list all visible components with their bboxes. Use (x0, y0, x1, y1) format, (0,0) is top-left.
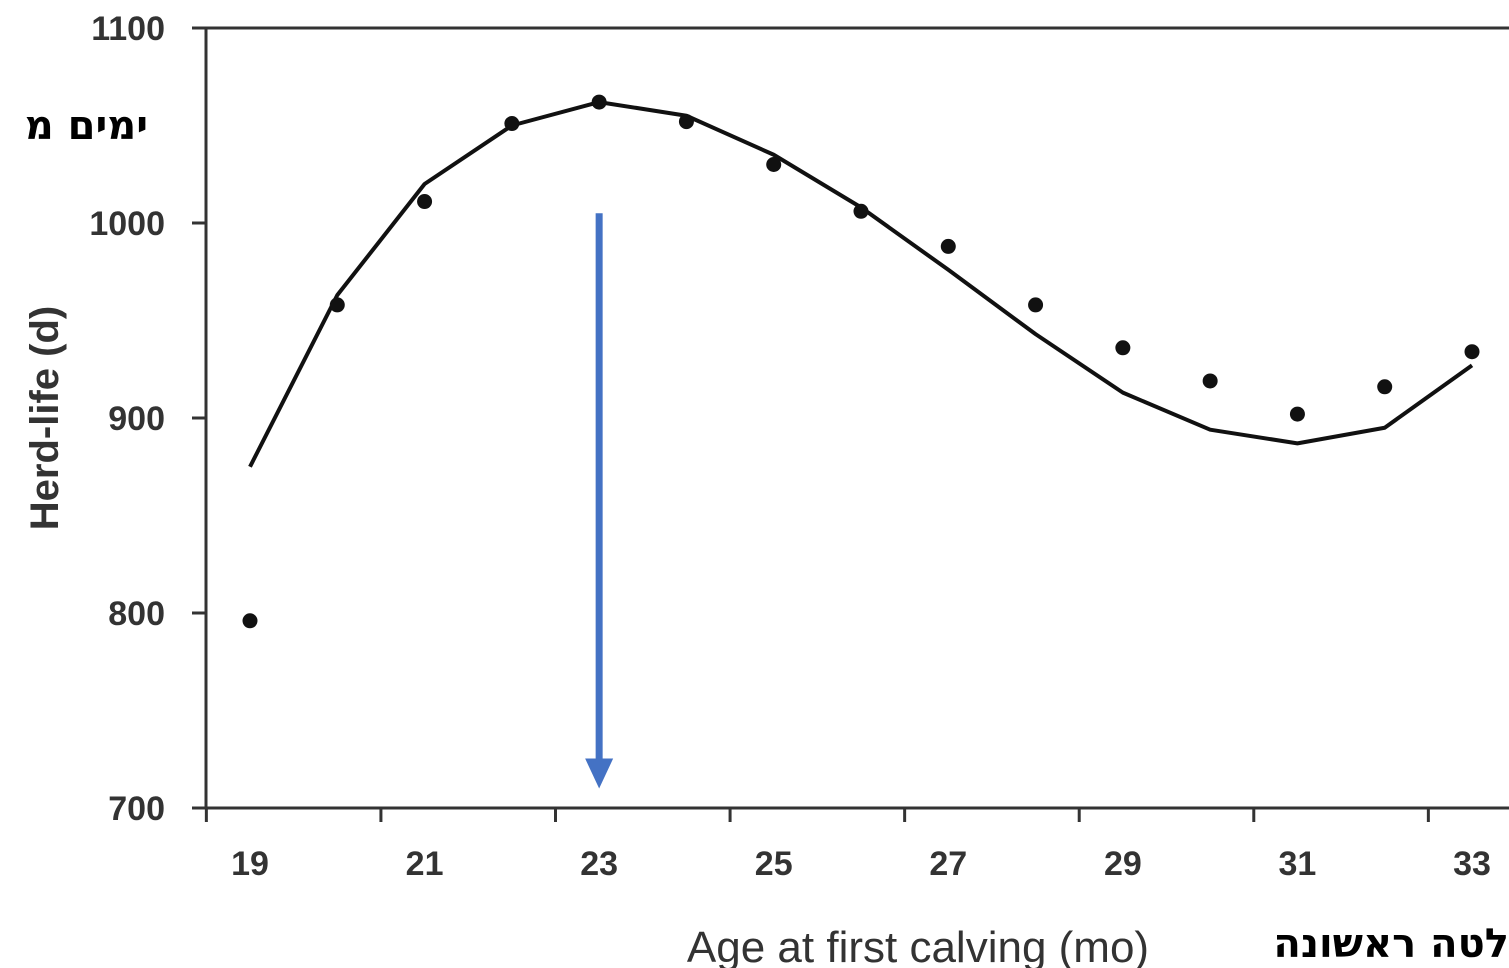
hebrew-y-label: ימים מ (25, 103, 148, 149)
x-tick-label: 31 (1279, 845, 1317, 883)
data-point (1464, 344, 1480, 360)
fitted-curve (248, 100, 1474, 468)
data-point (1028, 297, 1044, 313)
y-tick-label: 1100 (91, 10, 165, 48)
x-tick-label: 23 (580, 845, 618, 883)
x-tick-label: 27 (929, 845, 967, 883)
data-point (242, 613, 258, 629)
x-tick-label: 19 (231, 845, 269, 883)
data-point (940, 238, 956, 254)
y-tick-label: 800 (108, 595, 165, 633)
y-tick-label: 900 (108, 400, 165, 438)
data-point (417, 194, 433, 210)
y-tick-label: 700 (108, 790, 165, 828)
data-point (678, 114, 694, 130)
x-axis-ticks: 19 21 23 25 27 29 31 33 (204, 808, 1491, 883)
x-tick-label: 25 (755, 845, 793, 883)
data-point (1377, 379, 1393, 395)
data-point (1202, 373, 1218, 389)
data-point (591, 94, 607, 110)
x-tick-label: 29 (1104, 845, 1142, 883)
data-point (329, 297, 345, 313)
hebrew-x-label: לטה ראשונה (1273, 921, 1509, 967)
x-axis-title: Age at first calving (mo) (687, 923, 1149, 968)
x-tick-label: 33 (1453, 845, 1491, 883)
y-tick-label: 1000 (89, 205, 165, 243)
plot-frame (204, 26, 1509, 810)
annotation-layer (585, 213, 614, 789)
data-point (1115, 340, 1131, 356)
data-point (766, 157, 782, 172)
annotation-arrow-head (585, 758, 614, 789)
y-axis-title: Herd-life (d) (23, 306, 67, 530)
series-layer (242, 94, 1480, 629)
data-point (504, 116, 520, 132)
y-axis-ticks: 700 800 900 1000 1100 (89, 10, 206, 828)
data-point (1289, 406, 1305, 422)
data-point (853, 203, 869, 219)
x-tick-label: 21 (406, 845, 444, 883)
